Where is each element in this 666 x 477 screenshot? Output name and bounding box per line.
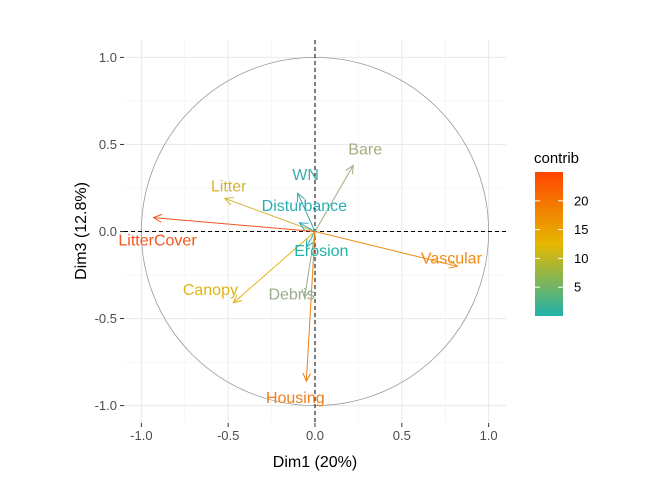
label-canopy: Canopy (183, 282, 238, 299)
label-housing: Housing (266, 390, 325, 407)
arrow-erosion (305, 231, 316, 249)
arrow-littercover (152, 213, 316, 232)
y-tick-label: 0.5 (99, 137, 117, 152)
legend-tick-label: 15 (574, 222, 588, 237)
label-debris: Debris (268, 287, 314, 304)
label-littercover: LitterCover (118, 233, 197, 250)
label-bare: Bare (348, 141, 382, 158)
variable-arrows (152, 164, 459, 383)
arrow-bare (314, 164, 354, 232)
label-disturbance: Disturbance (262, 198, 347, 215)
y-tick-label: 0.0 (99, 224, 117, 239)
legend: contrib 5 10 15 20 (534, 150, 588, 316)
arrow-canopy (232, 231, 316, 304)
arrow-vascular (314, 231, 459, 269)
legend-tick-label: 20 (574, 193, 588, 208)
y-tick-label: 1.0 (99, 50, 117, 65)
label-vascular: Vascular (421, 250, 483, 267)
legend-title: contrib (534, 150, 579, 167)
arrow-housing (302, 231, 316, 383)
arrow-wn (296, 192, 316, 232)
arrow-litter (223, 197, 316, 232)
legend-ticks: 5 10 15 20 (535, 193, 588, 295)
label-wn: WN (292, 167, 319, 184)
label-erosion: Erosion (294, 243, 348, 260)
legend-tick-label: 5 (574, 280, 581, 295)
y-tick-label: -0.5 (95, 311, 117, 326)
x-tick-label: 0.5 (393, 428, 411, 443)
y-tick-label: -1.0 (95, 398, 117, 413)
y-axis-title: Dim3 (12.8%) (73, 182, 90, 280)
x-tick-label: 0.0 (306, 428, 324, 443)
legend-colorbar (535, 172, 563, 316)
x-axis-title: Dim1 (20%) (273, 454, 357, 471)
x-tick-label: 1.0 (480, 428, 498, 443)
x-tick-label: -0.5 (217, 428, 239, 443)
arrow-debris (301, 231, 316, 299)
y-axis-ticks: 1.0 0.5 0.0 -0.5 -1.0 (95, 50, 124, 413)
x-axis-ticks: -1.0 -0.5 0.0 0.5 1.0 (130, 423, 498, 443)
x-tick-label: -1.0 (130, 428, 152, 443)
label-litter: Litter (211, 178, 247, 195)
arrow-disturbance (298, 222, 316, 232)
variable-labels: Bare Litter WN Disturbance LitterCover Vascul… (118, 141, 482, 407)
legend-tick-label: 10 (574, 251, 588, 266)
